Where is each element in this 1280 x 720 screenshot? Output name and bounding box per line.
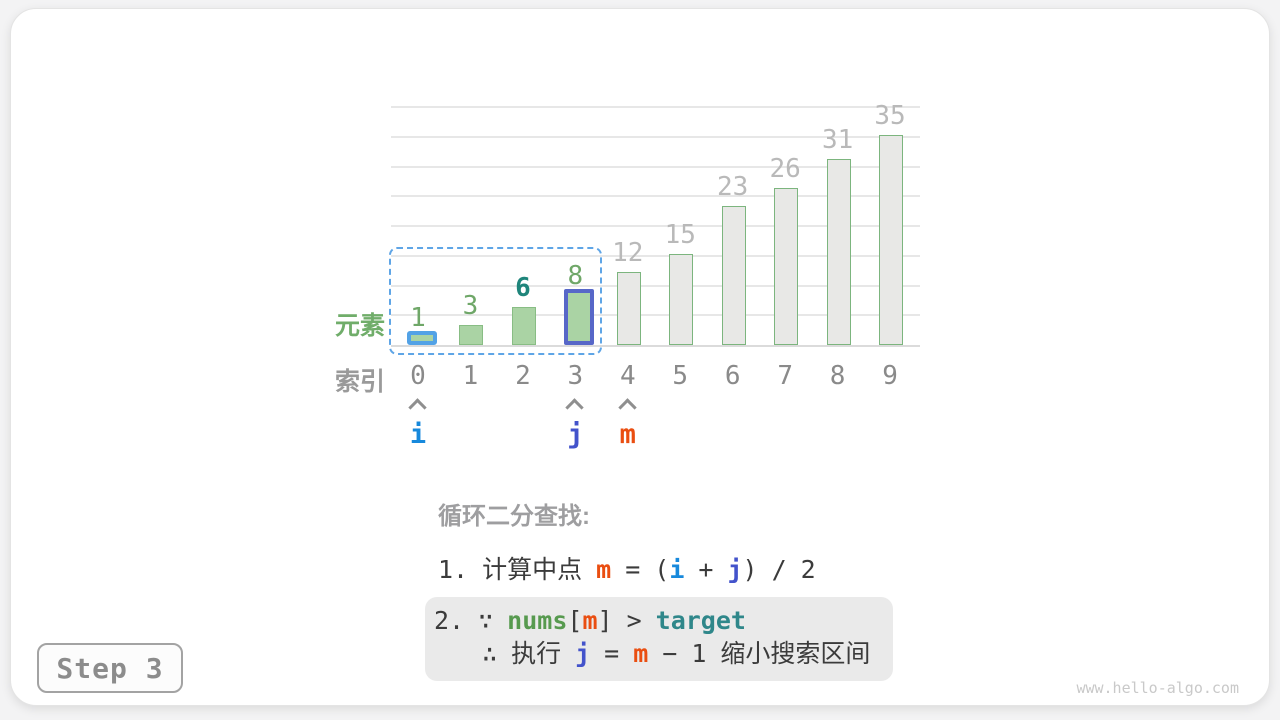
step-badge: Step 3 <box>37 643 183 693</box>
var-target: target <box>655 606 746 635</box>
plus-sign: + <box>698 555 714 584</box>
var-j: j <box>575 639 591 668</box>
bar-value-label: 31 <box>821 124 854 155</box>
pointer-i: i <box>409 419 427 450</box>
var-j: j <box>727 555 743 584</box>
index-label-1: 1 <box>462 361 479 391</box>
gridline <box>391 225 920 227</box>
bar-value-label: 3 <box>462 291 479 322</box>
up-arrow-icon <box>618 398 637 417</box>
var-i: i <box>669 555 685 584</box>
step1-label: 计算中点 <box>482 555 583 584</box>
step1-number: 1. <box>438 555 469 584</box>
bar-index-2 <box>511 307 536 345</box>
left-bracket: [ <box>567 606 583 635</box>
equals-sign: = <box>604 639 620 668</box>
gridline <box>391 165 920 168</box>
bar-index-1 <box>459 325 484 345</box>
bar-value-label: 35 <box>874 100 906 131</box>
exec-label: 执行 <box>511 639 562 668</box>
bar-index-3 <box>564 289 595 345</box>
index-row: 0 1 2 3 4 5 6 7 8 9 <box>391 361 920 395</box>
minus-sign: − <box>662 639 678 668</box>
bar-index-0 <box>407 331 437 345</box>
bar-value-label: 1 <box>410 303 426 334</box>
section-title: 循环二分查找: <box>438 503 590 530</box>
index-label-2: 2 <box>515 361 531 391</box>
bar-value-label: 12 <box>612 237 644 268</box>
gridline <box>391 254 920 257</box>
bar-value-label: 23 <box>717 172 749 203</box>
close-paren: ) <box>742 555 758 584</box>
var-m: m <box>633 639 649 668</box>
up-arrow-icon <box>408 398 427 417</box>
because-symbol: ∵ <box>478 606 494 635</box>
gridline <box>391 284 920 287</box>
bar-index-5 <box>669 253 694 345</box>
bar-index-4 <box>616 271 641 345</box>
bar-index-8 <box>826 158 851 345</box>
open-paren: ( <box>654 555 670 584</box>
action-suffix: 缩小搜索区间 <box>720 639 871 668</box>
index-label-3: 3 <box>567 361 584 391</box>
operand-one: 1 <box>691 639 707 668</box>
bar-value-label: 26 <box>769 154 801 185</box>
step2-condition-line: 2. ∵ nums[m] > target <box>434 604 893 637</box>
up-arrow-icon <box>565 398 585 417</box>
pointer-j: j <box>567 419 584 450</box>
index-label-4: 4 <box>619 361 636 391</box>
var-m: m <box>582 606 598 635</box>
gridline <box>391 314 920 317</box>
index-label-7: 7 <box>777 361 793 391</box>
equals-sign: = <box>625 555 641 584</box>
divisor-two: 2 <box>800 555 816 584</box>
pointer-arrows <box>391 398 920 417</box>
index-label-0: 0 <box>410 361 426 391</box>
nums-m-expression: nums[m] <box>507 604 612 637</box>
open-paren-i: (i <box>654 555 684 584</box>
var-nums: nums <box>507 606 568 635</box>
step2-action-line: ∴ 执行 j = m − 1 缩小搜索区间 <box>434 637 893 670</box>
therefore-symbol: ∴ <box>482 639 498 668</box>
bar-index-9 <box>879 134 904 345</box>
bar-index-6 <box>721 206 746 345</box>
search-range-dashed-box <box>389 247 602 355</box>
pointer-m: m <box>619 419 636 450</box>
index-label-8: 8 <box>829 361 846 391</box>
bar-index-7 <box>774 188 799 345</box>
var-m: m <box>596 555 612 584</box>
step2-number: 2. <box>434 606 465 635</box>
bar-value-label: 8 <box>567 261 584 292</box>
elements-axis-label: 元素 <box>334 312 385 340</box>
gridline <box>391 106 920 108</box>
divide-sign: / <box>771 555 787 584</box>
index-label-6: 6 <box>724 361 741 391</box>
gridline <box>391 135 920 138</box>
gridline <box>391 195 920 198</box>
bar-chart: 1 3 6 8 12 15 23 26 31 35 <box>391 101 920 347</box>
bar-value-label: 6 <box>515 273 531 304</box>
index-label-9: 9 <box>882 361 898 391</box>
watermark: www.hello-algo.com <box>1076 679 1239 697</box>
j-close-paren: j) <box>727 555 757 584</box>
index-axis-label: 索引 <box>334 368 385 396</box>
index-label-5: 5 <box>672 361 689 391</box>
right-bracket: ] <box>597 606 613 635</box>
greater-than-sign: > <box>626 606 642 635</box>
step1-formula: 1. 计算中点 m = (i + j) / 2 <box>438 550 816 586</box>
bar-value-label: 15 <box>664 219 696 250</box>
step2-highlight-box: 2. ∵ nums[m] > target ∴ 执行 j = m − 1 缩小搜… <box>425 597 893 681</box>
